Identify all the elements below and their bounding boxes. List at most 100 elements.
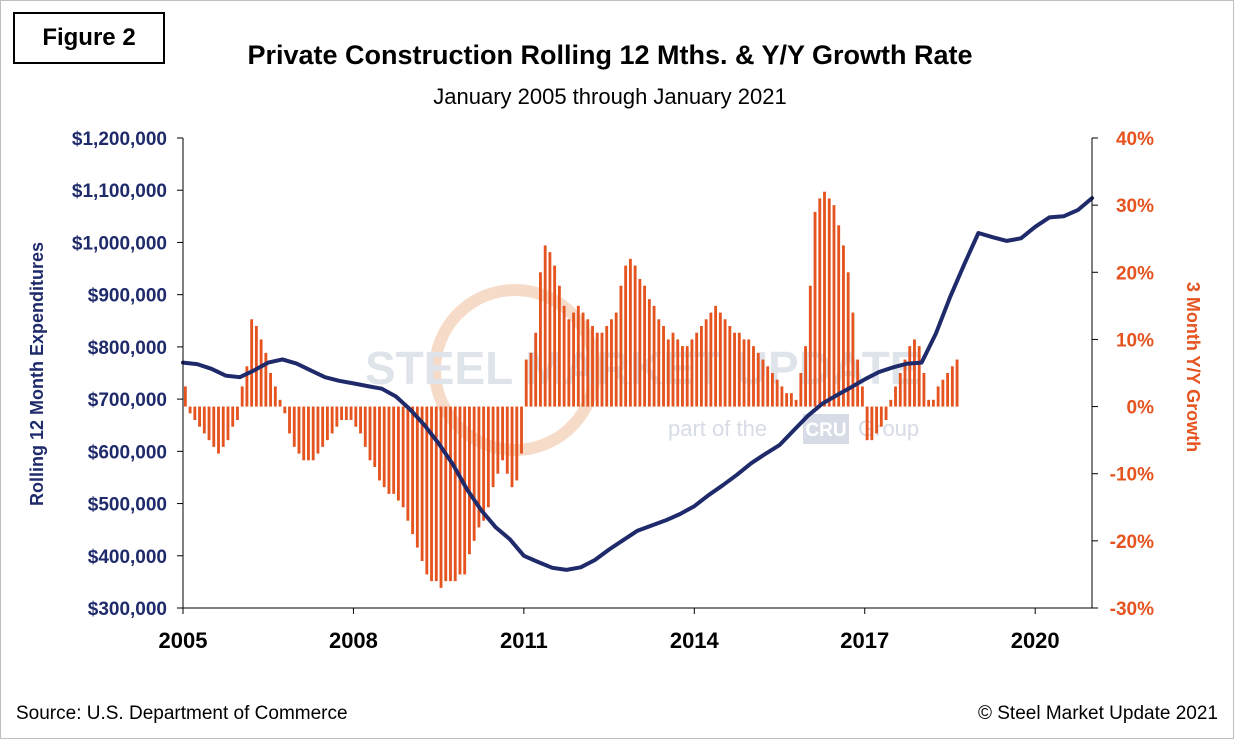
y-left-axis-title: Rolling 12 Month Expenditures bbox=[27, 242, 47, 506]
growth-bar bbox=[709, 312, 713, 407]
growth-bar bbox=[221, 406, 225, 447]
growth-bar bbox=[889, 399, 893, 407]
growth-bar bbox=[330, 406, 334, 434]
watermark-logo-ring bbox=[429, 284, 601, 456]
growth-bar bbox=[562, 305, 566, 407]
y-left-tick-label: $700,000 bbox=[88, 390, 167, 411]
growth-bar bbox=[917, 346, 921, 407]
growth-bar bbox=[548, 252, 552, 407]
growth-bar bbox=[775, 379, 779, 407]
growth-bar bbox=[411, 406, 415, 535]
growth-bar bbox=[619, 285, 623, 407]
growth-bar bbox=[453, 406, 457, 582]
growth-bar bbox=[908, 346, 912, 407]
growth-bar bbox=[572, 312, 576, 407]
growth-bar bbox=[444, 406, 448, 582]
growth-bar bbox=[378, 406, 381, 481]
growth-bar bbox=[240, 386, 244, 407]
growth-bar bbox=[742, 339, 746, 407]
growth-bar bbox=[217, 406, 220, 454]
growth-bar bbox=[321, 406, 325, 447]
growth-bar bbox=[477, 406, 481, 528]
growth-bar bbox=[723, 319, 727, 407]
source-note: Source: U.S. Department of Commerce bbox=[16, 703, 348, 724]
y-right-ticks: 40% 30% 20% 10% 0% -10% -20% -30% bbox=[1092, 129, 1154, 620]
y-left-tick-label: $400,000 bbox=[88, 547, 167, 568]
growth-bar bbox=[813, 211, 817, 407]
growth-bar bbox=[302, 406, 306, 461]
growth-bar bbox=[496, 406, 500, 474]
growth-bar bbox=[505, 406, 509, 474]
growth-bar bbox=[539, 272, 542, 407]
growth-bar bbox=[818, 198, 822, 407]
growth-bar bbox=[794, 399, 798, 407]
growth-bar bbox=[406, 406, 410, 521]
y-left-tick-label: $1,200,000 bbox=[72, 129, 167, 150]
growth-bar bbox=[259, 339, 263, 407]
growth-bar bbox=[325, 406, 329, 441]
growth-bar bbox=[771, 373, 774, 407]
growth-bar bbox=[283, 406, 287, 414]
growth-bar bbox=[842, 245, 845, 407]
growth-bar bbox=[236, 406, 239, 420]
growth-bar bbox=[913, 339, 916, 407]
growth-bar bbox=[226, 406, 230, 441]
watermark-sub-before: part of the bbox=[668, 416, 767, 441]
growth-bar bbox=[733, 332, 736, 407]
x-tick-label: 2017 bbox=[840, 628, 889, 653]
growth-bar bbox=[903, 359, 907, 407]
growth-bar bbox=[520, 406, 523, 454]
growth-bar bbox=[666, 339, 670, 407]
growth-bar bbox=[340, 406, 344, 420]
growth-bar bbox=[808, 285, 812, 407]
growth-bar bbox=[278, 399, 282, 407]
growth-bar bbox=[643, 285, 647, 407]
growth-bar bbox=[690, 339, 694, 407]
growth-bar bbox=[491, 406, 495, 488]
y-right-tick-label: -10% bbox=[1110, 465, 1154, 486]
y-right-axis-title: 3 Month Y/Y Growth bbox=[1183, 282, 1203, 452]
growth-bar bbox=[638, 279, 642, 407]
growth-bar bbox=[633, 265, 637, 407]
growth-bar bbox=[288, 406, 291, 434]
growth-bar bbox=[515, 406, 519, 481]
growth-bar bbox=[785, 393, 789, 407]
growth-bar bbox=[188, 406, 192, 414]
y-left-tick-label: $1,000,000 bbox=[72, 233, 167, 254]
growth-bar bbox=[728, 326, 732, 407]
growth-bar bbox=[245, 366, 249, 407]
y-right-tick-label: -20% bbox=[1110, 532, 1154, 553]
bar-series bbox=[183, 191, 959, 588]
growth-bar bbox=[439, 406, 443, 588]
growth-bar bbox=[297, 406, 301, 454]
growth-bar bbox=[524, 359, 528, 407]
growth-bar bbox=[624, 265, 628, 407]
growth-bar bbox=[955, 359, 959, 407]
growth-bar bbox=[202, 406, 206, 434]
growth-bar bbox=[292, 406, 296, 447]
line-series bbox=[181, 196, 1094, 572]
growth-bar bbox=[250, 319, 254, 407]
x-tick-label: 2008 bbox=[329, 628, 378, 653]
watermark-cru-logo: CRU bbox=[805, 420, 846, 441]
growth-bar bbox=[553, 265, 557, 407]
watermark-cru-box bbox=[803, 414, 849, 444]
x-ticks: 2005 2008 2011 2014 2017 2020 bbox=[159, 608, 1060, 653]
growth-bar bbox=[273, 386, 277, 407]
growth-bar bbox=[827, 198, 831, 407]
growth-bar bbox=[449, 406, 452, 582]
growth-bar bbox=[695, 332, 699, 407]
growth-bar bbox=[557, 285, 561, 407]
growth-bar bbox=[898, 373, 902, 407]
y-right-tick-label: 40% bbox=[1116, 129, 1154, 150]
growth-bar bbox=[662, 326, 665, 407]
axes bbox=[182, 138, 1093, 609]
growth-bar bbox=[354, 406, 358, 427]
growth-bar bbox=[657, 319, 661, 407]
growth-bar bbox=[780, 386, 784, 407]
growth-bar bbox=[628, 258, 632, 407]
growth-bar bbox=[614, 312, 618, 407]
growth-bar bbox=[879, 406, 883, 427]
growth-bar bbox=[591, 326, 594, 407]
